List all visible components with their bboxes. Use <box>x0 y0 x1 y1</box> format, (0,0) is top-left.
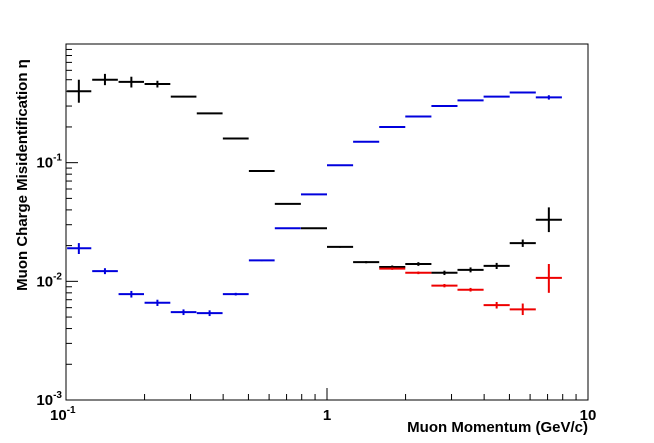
data-point <box>327 245 354 248</box>
data-point <box>535 263 562 293</box>
data-point <box>248 259 275 262</box>
data-point <box>535 95 562 100</box>
data-point <box>405 271 432 275</box>
data-point <box>274 202 301 205</box>
data-point <box>405 262 432 266</box>
data-point <box>144 299 171 306</box>
data-marks <box>67 73 562 317</box>
data-point <box>222 292 249 296</box>
data-point <box>483 301 510 309</box>
data-point <box>483 262 510 270</box>
data-point <box>196 310 223 317</box>
data-point <box>196 112 223 115</box>
data-point <box>483 95 510 98</box>
data-point <box>457 267 484 273</box>
data-point <box>379 267 406 270</box>
data-point <box>509 91 536 94</box>
data-point <box>509 303 536 316</box>
data-point <box>300 193 327 196</box>
data-point <box>274 227 301 230</box>
y-tick-label: 10-3 <box>36 390 62 409</box>
y-tick-label: 10-2 <box>36 271 62 290</box>
data-point <box>509 239 536 247</box>
data-point <box>118 290 145 298</box>
data-point <box>222 137 249 140</box>
data-point <box>67 243 92 254</box>
data-point <box>431 105 458 108</box>
series-2 <box>379 263 562 316</box>
data-point <box>92 268 118 275</box>
data-point <box>248 170 275 173</box>
data-point <box>67 79 92 103</box>
data-point <box>457 287 484 292</box>
series-1 <box>67 91 562 317</box>
y-axis-label: Muon Charge Misidentification η <box>14 59 31 291</box>
data-point <box>300 227 327 230</box>
data-point <box>431 283 458 288</box>
data-point <box>92 73 118 86</box>
data-point <box>353 261 380 264</box>
x-tick-label: 1 <box>323 407 331 424</box>
data-point <box>431 270 458 276</box>
series-0 <box>67 73 562 276</box>
x-tick-label: 10 <box>580 407 597 424</box>
data-point <box>535 207 562 233</box>
data-point <box>457 99 484 102</box>
data-point <box>170 95 197 98</box>
data-point <box>353 140 380 143</box>
data-point <box>144 80 171 88</box>
y-tick-label: 10-1 <box>36 153 62 172</box>
x-axis-label: Muon Momentum (GeV/c) <box>407 419 588 436</box>
data-point <box>170 309 197 316</box>
data-point <box>118 76 145 88</box>
data-point <box>379 125 406 128</box>
axis-ticks: 10-1 1 10 10-3 10-2 10-1 <box>36 48 597 424</box>
data-point <box>327 164 354 167</box>
x-tick-label: 10-1 <box>50 405 76 424</box>
